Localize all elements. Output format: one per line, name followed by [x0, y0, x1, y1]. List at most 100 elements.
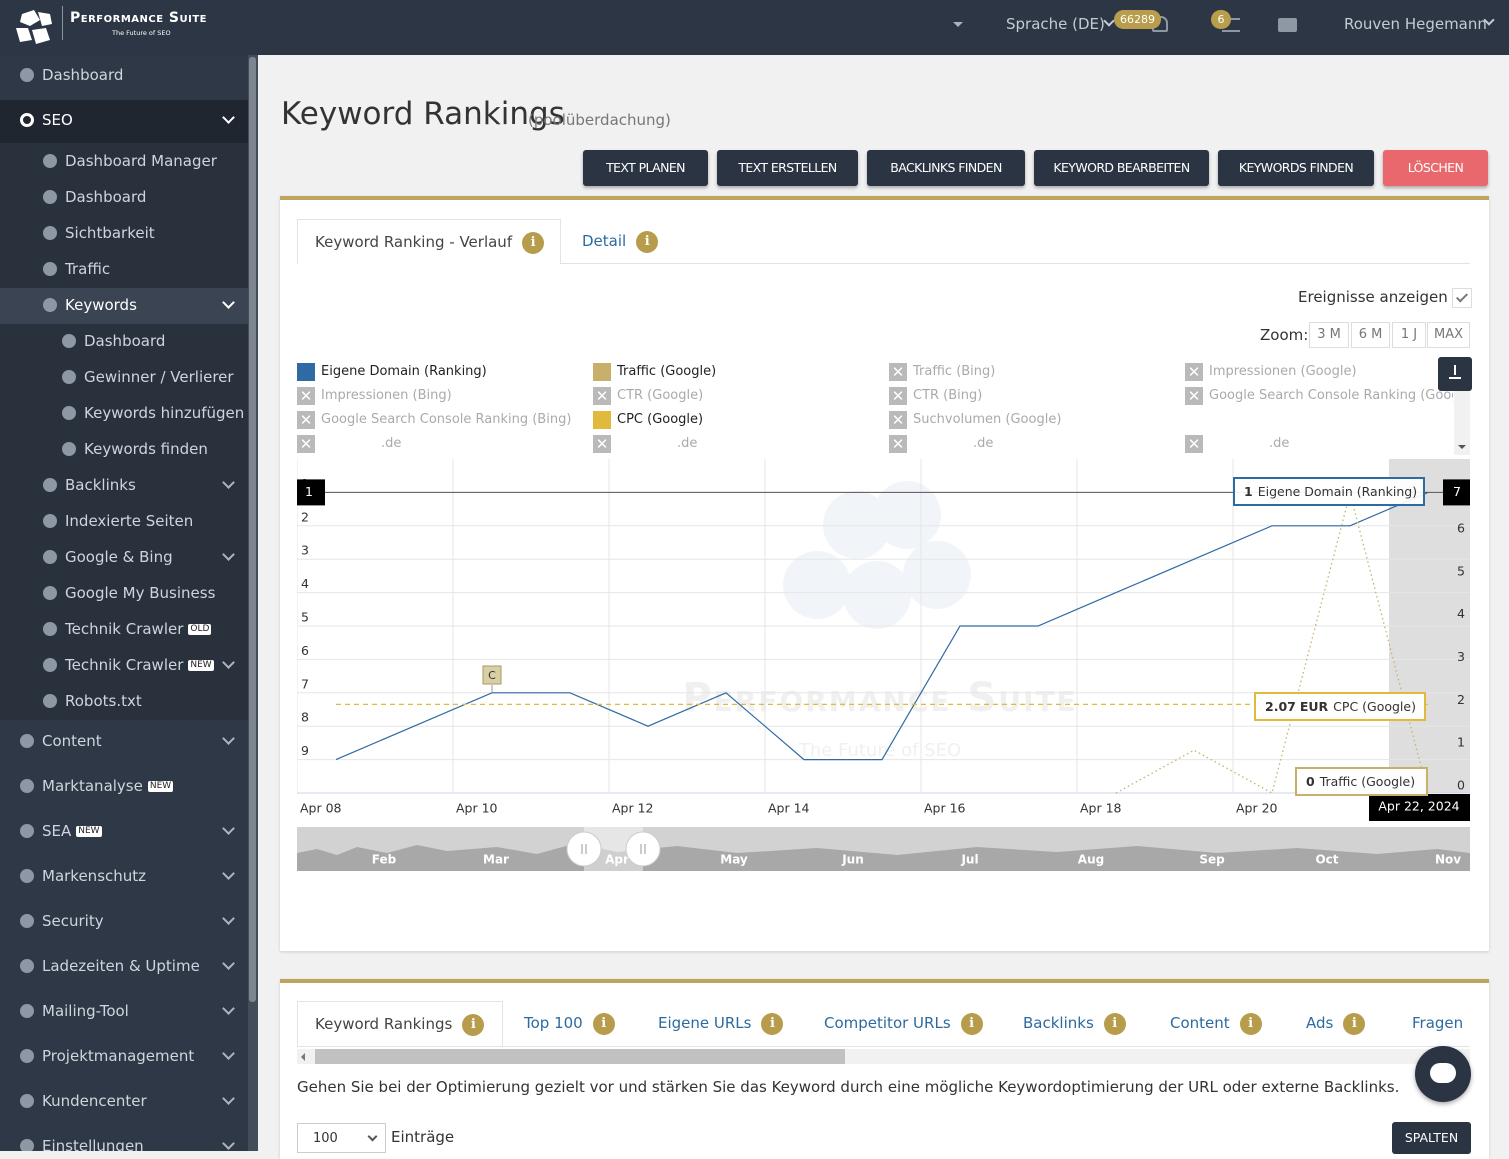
tab[interactable]: Top 100 i — [524, 1001, 615, 1046]
nav-item[interactable]: Keywords finden — [0, 431, 248, 467]
nav-item[interactable]: Kundencenter — [0, 1083, 248, 1119]
tab[interactable]: Keyword Ranking - Verlauf i — [297, 219, 561, 264]
page-size-select[interactable]: 100 — [297, 1123, 386, 1153]
legend-item[interactable]: ✕ Google Search Console Ranking (Bing) — [297, 409, 587, 431]
tab[interactable]: Ads i — [1306, 1001, 1366, 1046]
nav-item[interactable]: Dashboard — [0, 57, 248, 93]
nav-item[interactable]: Indexierte Seiten — [0, 503, 248, 539]
h-scrollbar[interactable] — [297, 1049, 1470, 1064]
tasks-icon[interactable] — [1222, 18, 1240, 32]
nav-item[interactable]: Dashboard — [0, 179, 248, 215]
legend-item[interactable]: ✕ Impressionen (Google) — [1185, 361, 1453, 383]
chevron — [222, 111, 235, 124]
action-button[interactable]: LÖSCHEN — [1383, 150, 1488, 186]
columns-button[interactable]: SPALTEN — [1392, 1122, 1471, 1154]
legend-swatch: ✕ — [889, 411, 907, 429]
nav-icon — [20, 914, 34, 928]
nav-item[interactable]: Dashboard — [0, 323, 248, 359]
nav-item[interactable]: Keywords hinzufügen — [0, 395, 248, 431]
nav-item[interactable]: Projektmanagement — [0, 1038, 248, 1074]
nav-item[interactable]: Dashboard Manager — [0, 143, 248, 179]
legend-item[interactable]: ✕ .de — [889, 433, 1179, 455]
action-button[interactable]: KEYWORD BEARBEITEN — [1034, 150, 1209, 186]
legend-item[interactable]: ✕ Impressionen (Bing) — [297, 385, 587, 407]
action-button[interactable]: TEXT ERSTELLEN — [717, 150, 858, 186]
nav-item[interactable]: Google My Business — [0, 575, 248, 611]
nav-item[interactable]: Security — [0, 903, 248, 939]
tab[interactable]: Eigene URLs i — [658, 1001, 784, 1046]
download-button[interactable] — [1438, 357, 1472, 391]
nav-item[interactable]: SEA NEW — [0, 813, 248, 849]
tab-label: Eigene URLs — [658, 1014, 752, 1032]
legend-item[interactable]: CPC (Google) — [593, 409, 883, 431]
nav-badge: OLD — [188, 624, 212, 635]
scroll-arrow[interactable] — [1458, 445, 1466, 453]
action-button[interactable]: TEXT PLANEN — [583, 150, 708, 186]
zoom-button[interactable]: 6 M — [1351, 322, 1390, 348]
legend-item[interactable]: ✕ .de — [1185, 433, 1453, 455]
navigator-handle[interactable] — [566, 831, 602, 867]
nav-item[interactable]: Marktanalyse NEW — [0, 768, 248, 804]
nav-icon — [20, 1049, 34, 1063]
tab[interactable]: Backlinks i — [1023, 1001, 1126, 1046]
nav-item[interactable]: Gewinner / Verlierer — [0, 359, 248, 395]
nav-label: Dashboard Manager — [65, 152, 217, 170]
nav-label: Traffic — [65, 260, 111, 278]
chat-button[interactable] — [1415, 1046, 1471, 1102]
nav-badge: NEW — [147, 781, 174, 792]
scrollbar-thumb[interactable] — [315, 1049, 845, 1064]
nav-item[interactable]: Ladezeiten & Uptime — [0, 948, 248, 984]
nav-item[interactable]: Content — [0, 723, 248, 759]
legend-item[interactable]: ✕ Google Search Console Ranking (Google) — [1185, 385, 1453, 407]
legend-item[interactable]: ✕ CTR (Google) — [593, 385, 883, 407]
navigator-handle[interactable] — [625, 831, 661, 867]
info-icon: i — [960, 1012, 983, 1035]
info-icon[interactable]: i — [636, 230, 659, 253]
nav-item[interactable]: Technik Crawler NEW — [0, 647, 248, 683]
language[interactable]: Sprache (DE) — [1006, 15, 1105, 33]
info-icon[interactable]: i — [522, 231, 545, 254]
scroll-arrow[interactable] — [301, 1053, 305, 1061]
nav-item[interactable]: Robots.txt — [0, 683, 248, 719]
tab[interactable]: Keyword Rankings i — [297, 1001, 503, 1046]
legend-item[interactable]: Eigene Domain (Ranking) — [297, 361, 587, 383]
info-icon: i — [1343, 1012, 1366, 1035]
legend-item[interactable]: ✕ Suchvolumen (Google) — [889, 409, 1179, 431]
legend-label: Eigene Domain (Ranking) — [321, 364, 487, 379]
tab[interactable]: Fragen — [1412, 1001, 1463, 1046]
nav-item[interactable]: Einstellungen — [0, 1128, 248, 1151]
nav-item[interactable]: Technik Crawler OLD — [0, 611, 248, 647]
nav-item[interactable]: SEO — [0, 102, 248, 138]
zoom-button[interactable]: 3 M — [1309, 322, 1349, 348]
nav-item[interactable]: Mailing-Tool — [0, 993, 248, 1029]
nav-item[interactable]: Sichtbarkeit — [0, 215, 248, 251]
nav-item[interactable]: Traffic — [0, 251, 248, 287]
zoom-button[interactable]: 1 J — [1392, 322, 1426, 348]
action-button[interactable]: BACKLINKS FINDEN — [867, 150, 1025, 186]
nav-item[interactable]: Markenschutz — [0, 858, 248, 894]
checkbox[interactable] — [1452, 288, 1472, 308]
caret[interactable] — [953, 22, 963, 32]
nav-item[interactable]: Google & Bing — [0, 539, 248, 575]
legend-item[interactable]: ✕ Traffic (Bing) — [889, 361, 1179, 383]
caret — [367, 1131, 378, 1142]
user-name[interactable]: Rouven Hegemann — [1344, 15, 1487, 33]
y2-tick-label: 1 — [1457, 735, 1465, 750]
scrollbar-thumb[interactable] — [249, 57, 256, 1002]
chevron — [222, 476, 235, 489]
nav-icon — [62, 442, 76, 456]
tab[interactable]: Competitor URLs i — [824, 1001, 983, 1046]
legend-item[interactable]: ✕ .de — [297, 433, 587, 455]
nav-icon — [43, 226, 57, 240]
legend-item[interactable]: ✕ CTR (Bing) — [889, 385, 1179, 407]
mail-icon[interactable] — [1278, 18, 1297, 32]
tab[interactable]: Content i — [1170, 1001, 1262, 1046]
tab[interactable]: Detail i — [582, 219, 659, 264]
nav-item[interactable]: Backlinks — [0, 467, 248, 503]
action-button[interactable]: KEYWORDS FINDEN — [1218, 150, 1374, 186]
legend-item[interactable]: Traffic (Google) — [593, 361, 883, 383]
nav-label: SEA — [42, 822, 72, 840]
zoom-button[interactable]: MAX — [1427, 322, 1470, 348]
nav-item[interactable]: Keywords — [0, 287, 248, 323]
legend-item[interactable]: ✕ .de — [593, 433, 883, 455]
